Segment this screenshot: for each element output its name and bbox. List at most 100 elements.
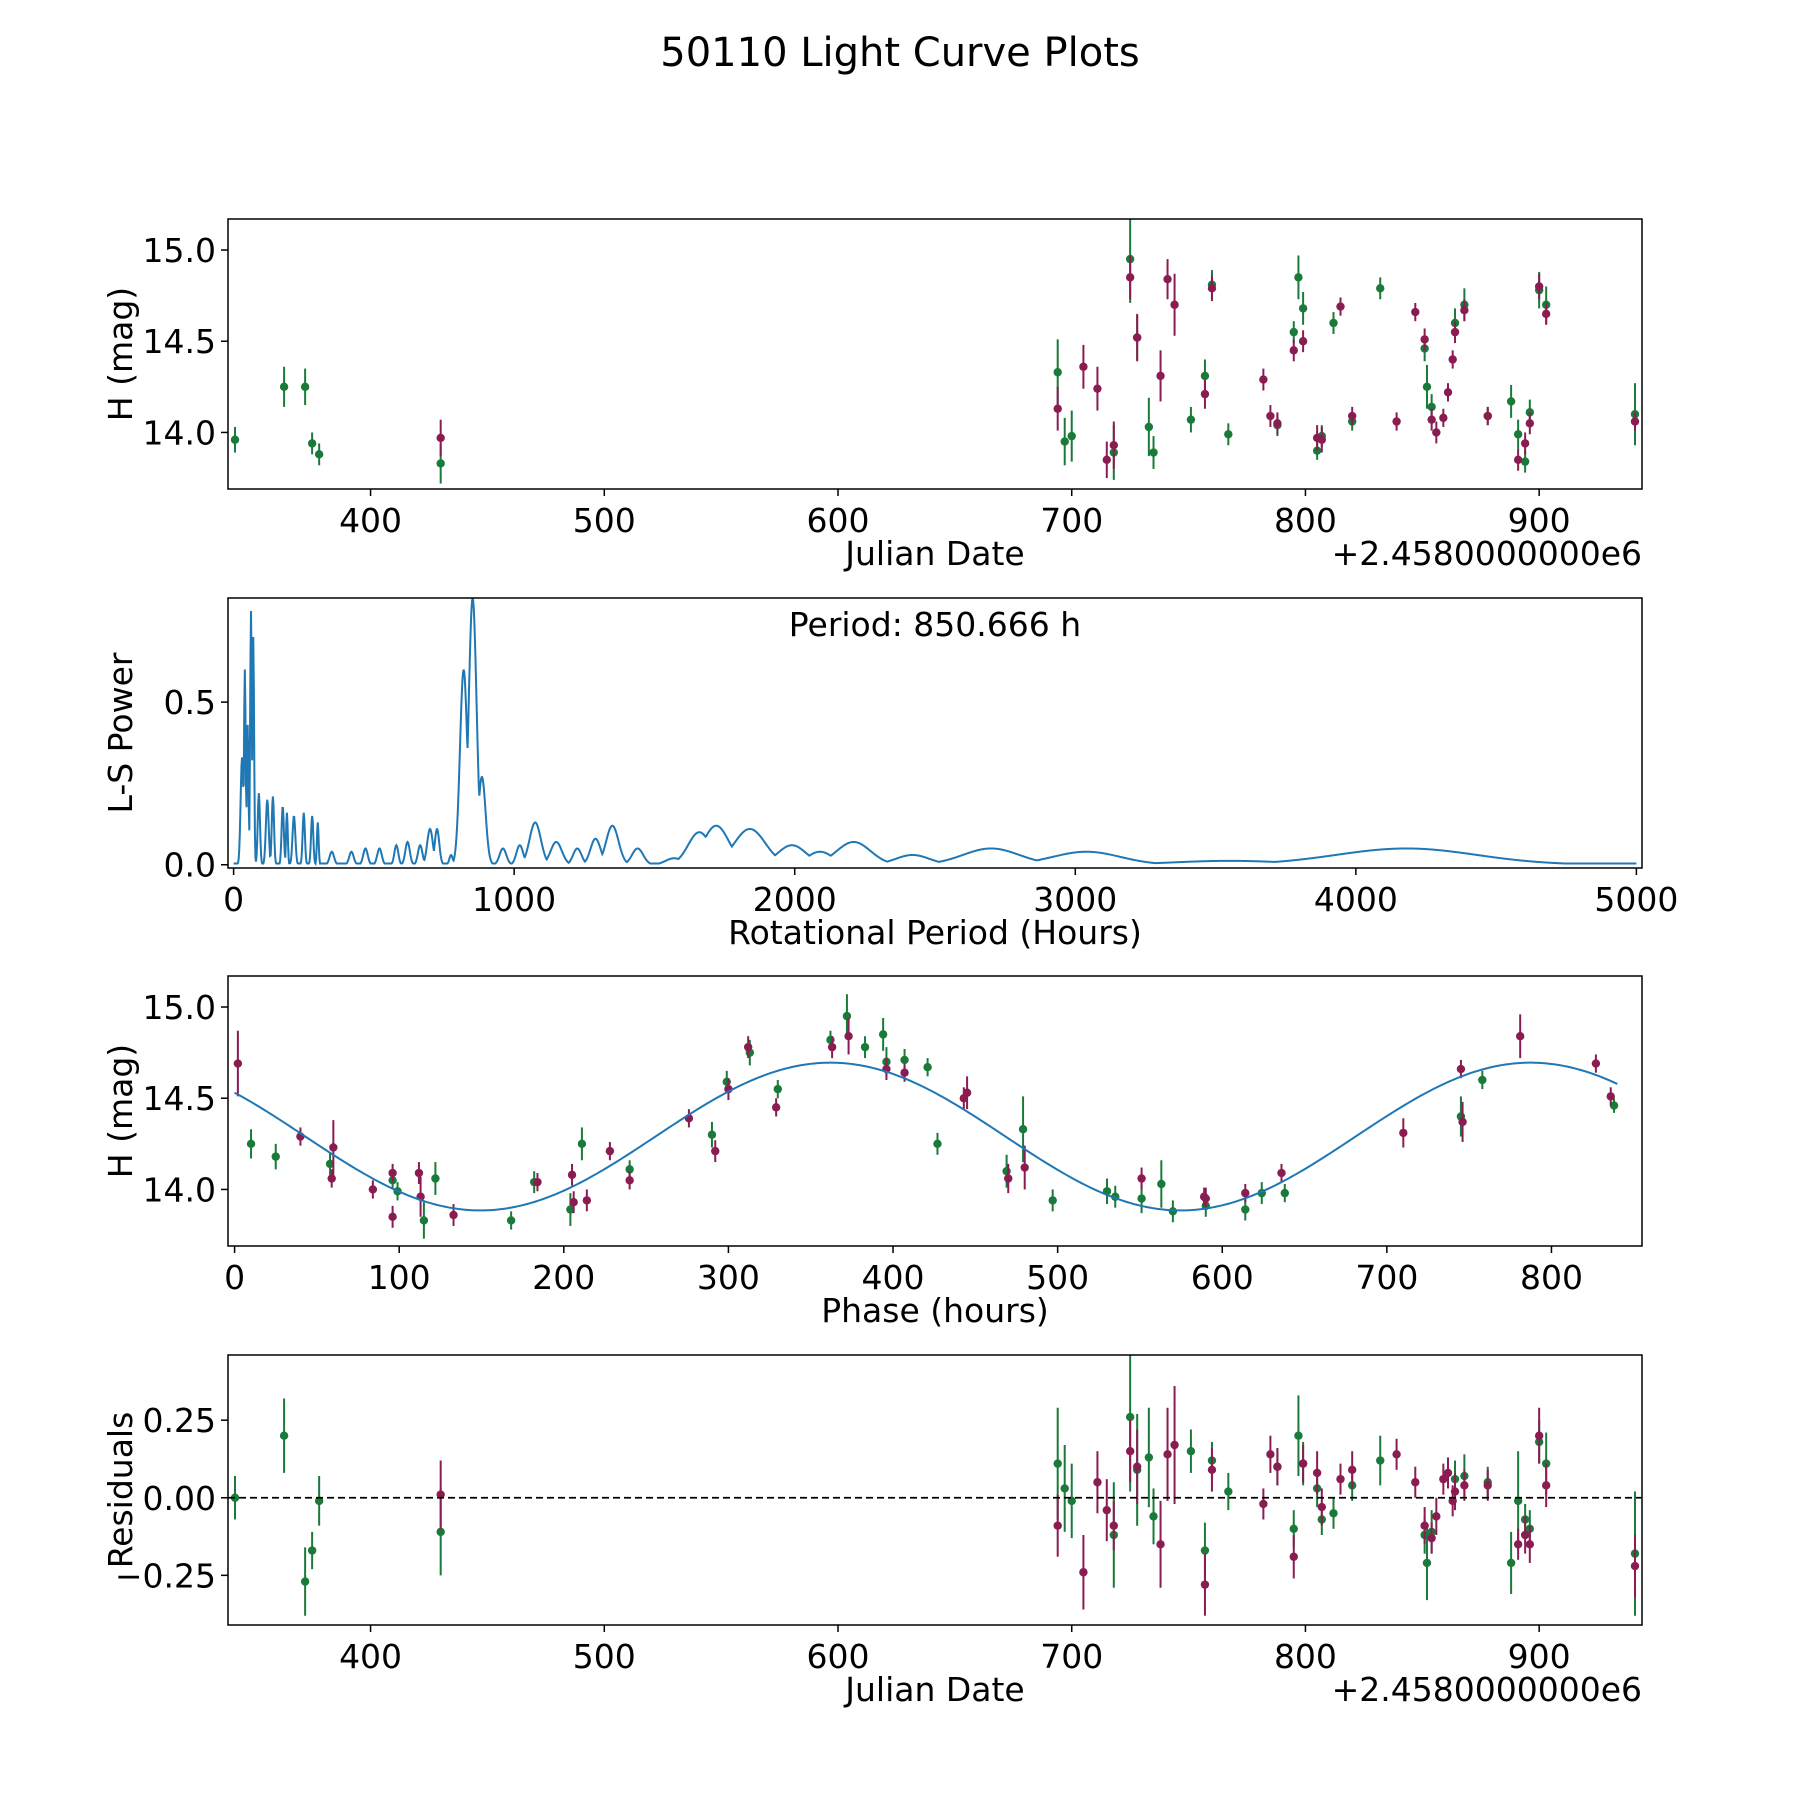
data-point: [1525, 419, 1535, 428]
y-tick-label: 14.5: [143, 1079, 216, 1118]
y-axis-label: H (mag): [101, 1044, 140, 1178]
data-point: [1606, 1092, 1615, 1101]
data-point: [1329, 1509, 1338, 1518]
data-point: [1443, 1468, 1453, 1478]
y-tick-label: 14.5: [143, 322, 216, 361]
data-point: [1630, 1561, 1640, 1571]
data-point: [1460, 306, 1469, 315]
data-point: [1053, 404, 1062, 413]
data-point: [1525, 1540, 1535, 1549]
x-tick-label: 1000: [472, 880, 556, 919]
data-point: [1541, 309, 1551, 319]
x-tick-label: 500: [1026, 1258, 1089, 1297]
x-axis-label: Julian Date: [843, 1670, 1025, 1709]
x-tick-label: 600: [1191, 1258, 1254, 1297]
x-tick-label: 600: [807, 1637, 870, 1676]
data-point: [419, 1216, 429, 1225]
data-point: [279, 382, 289, 392]
data-point: [1273, 419, 1282, 428]
data-point: [436, 1490, 445, 1499]
data-point: [1347, 411, 1357, 421]
data-point: [1004, 1174, 1013, 1183]
x-tick-label: 500: [573, 1637, 636, 1676]
data-point: [1259, 1499, 1268, 1509]
data-point: [1289, 1552, 1298, 1561]
data-point: [1329, 318, 1338, 328]
x-tick-label: 900: [1508, 501, 1571, 540]
data-point: [1520, 1530, 1530, 1540]
data-point: [1060, 437, 1069, 446]
figure-title: 50110 Light Curve Plots: [660, 30, 1139, 76]
data-point: [1427, 1533, 1436, 1543]
data-point: [900, 1068, 909, 1077]
data-point: [1156, 1540, 1165, 1549]
data-point: [1317, 435, 1327, 444]
data-point: [1079, 362, 1088, 371]
data-point: [878, 1030, 888, 1039]
data-point: [1125, 273, 1135, 282]
data-point: [1067, 1496, 1076, 1506]
data-point: [1513, 1496, 1523, 1506]
data-point: [1392, 1450, 1401, 1459]
data-point: [1200, 1580, 1210, 1589]
period-annotation: Period: 850.666 h: [789, 605, 1081, 644]
data-point: [962, 1088, 972, 1097]
data-point: [707, 1130, 717, 1139]
y-tick-label: 15.0: [143, 231, 216, 270]
data-point: [1506, 397, 1516, 406]
x-tick-label: 800: [1274, 1637, 1337, 1676]
y-axis-label: L-S Power: [101, 652, 140, 813]
data-point: [1443, 388, 1453, 397]
data-point: [1336, 302, 1345, 311]
data-point: [1200, 389, 1210, 399]
data-point: [1432, 428, 1441, 437]
data-point: [1163, 275, 1172, 284]
y-tick-label: 15.0: [143, 988, 216, 1027]
data-point: [1458, 1117, 1467, 1127]
data-area: [230, 1355, 1640, 1616]
data-point: [582, 1196, 592, 1205]
data-point: [300, 1577, 310, 1586]
y-axis-label: H (mag): [101, 287, 140, 421]
x-tick-label: 100: [368, 1258, 431, 1297]
x-tick-label: 200: [532, 1258, 595, 1297]
data-point: [569, 1198, 578, 1207]
data-point: [1534, 282, 1544, 291]
data-point: [1439, 1474, 1448, 1484]
y-axis-label: Residuals: [101, 1412, 140, 1569]
x-tick-label: 600: [807, 501, 870, 540]
data-area: [230, 219, 1640, 484]
data-point: [1224, 430, 1233, 439]
data-point: [827, 1042, 837, 1052]
data-point: [771, 1103, 781, 1112]
data-point: [933, 1139, 942, 1149]
data-point: [1520, 457, 1530, 466]
data-point: [1186, 1447, 1196, 1456]
data-point: [1347, 1465, 1357, 1475]
phase-fold-panel: 0 100 200 300 400 500 600 700 800 14.0 14.5 15.0 Pha…: [101, 975, 1643, 1330]
data-point: [388, 1212, 397, 1222]
x-tick-label: 700: [1040, 501, 1103, 540]
y-tick-label: 0.25: [143, 1401, 216, 1440]
x-tick-label: 2000: [753, 880, 837, 919]
light-curve-panel: 400 500 600 700 800 900 14.0 14.5 15.0 Julian Dat…: [101, 218, 1643, 573]
data-point: [1207, 284, 1217, 293]
data-point: [325, 1159, 335, 1169]
data-point: [1266, 1450, 1275, 1459]
data-point: [860, 1042, 870, 1052]
x-offset-label: +2.4580000000e6: [1332, 534, 1642, 573]
data-point: [1002, 1167, 1011, 1176]
data-point: [1093, 384, 1102, 393]
data-point: [1273, 1462, 1282, 1471]
data-point: [567, 1170, 577, 1180]
data-point: [1450, 1487, 1460, 1496]
x-tick-label: 5000: [1594, 880, 1678, 919]
data-point: [1277, 1168, 1286, 1178]
data-point: [1392, 417, 1401, 426]
data-point: [1125, 1447, 1135, 1456]
data-point: [1157, 1179, 1166, 1189]
data-point: [566, 1205, 575, 1214]
data-point: [826, 1035, 835, 1045]
data-point: [1420, 335, 1429, 344]
data-point: [279, 1431, 289, 1440]
